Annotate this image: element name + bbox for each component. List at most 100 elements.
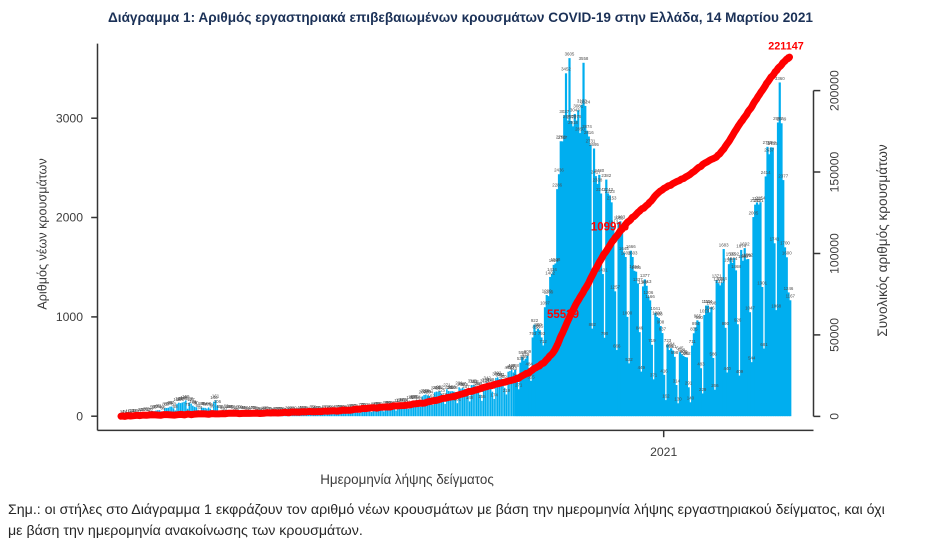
- svg-text:213: 213: [420, 388, 428, 393]
- svg-text:266: 266: [711, 383, 719, 388]
- svg-text:355: 355: [527, 374, 535, 379]
- svg-text:1257: 1257: [610, 285, 620, 290]
- svg-text:1464: 1464: [629, 264, 639, 269]
- svg-text:58: 58: [225, 404, 230, 409]
- svg-text:152: 152: [412, 395, 420, 400]
- svg-text:27: 27: [141, 407, 146, 412]
- svg-text:50: 50: [150, 405, 155, 410]
- svg-text:2768: 2768: [556, 135, 566, 140]
- svg-text:908: 908: [657, 319, 665, 324]
- svg-text:45: 45: [297, 405, 302, 410]
- svg-text:58: 58: [173, 404, 178, 409]
- svg-text:1741: 1741: [770, 237, 780, 242]
- svg-text:2972: 2972: [566, 114, 576, 119]
- svg-text:5: 5: [123, 409, 126, 414]
- svg-text:684: 684: [667, 342, 675, 347]
- svg-text:1538: 1538: [551, 257, 561, 262]
- svg-text:96: 96: [168, 400, 173, 405]
- svg-text:65: 65: [196, 403, 201, 408]
- svg-text:1019: 1019: [700, 308, 710, 313]
- svg-text:10: 10: [126, 409, 131, 414]
- svg-text:1339: 1339: [714, 277, 724, 282]
- svg-text:47: 47: [248, 405, 253, 410]
- svg-text:209: 209: [424, 389, 432, 394]
- svg-text:1544: 1544: [728, 256, 738, 261]
- svg-text:94: 94: [388, 400, 393, 405]
- svg-text:45: 45: [317, 405, 322, 410]
- svg-text:150: 150: [408, 395, 416, 400]
- svg-text:221147: 221147: [768, 41, 803, 53]
- svg-text:793: 793: [529, 331, 537, 336]
- svg-text:1524: 1524: [549, 258, 559, 263]
- svg-text:130: 130: [674, 397, 682, 402]
- svg-text:1955: 1955: [614, 215, 624, 220]
- svg-text:2131: 2131: [754, 198, 764, 203]
- svg-text:1600: 1600: [782, 251, 792, 256]
- svg-text:2430: 2430: [594, 168, 604, 173]
- svg-text:329: 329: [487, 377, 495, 382]
- svg-text:882: 882: [589, 322, 597, 327]
- svg-text:2874: 2874: [582, 124, 592, 129]
- svg-text:250: 250: [447, 385, 455, 390]
- svg-text:22: 22: [148, 407, 153, 412]
- svg-text:1455: 1455: [631, 265, 641, 270]
- svg-text:313: 313: [470, 379, 478, 384]
- svg-text:25: 25: [140, 407, 145, 412]
- svg-text:1603: 1603: [621, 250, 631, 255]
- svg-text:890: 890: [722, 321, 730, 326]
- svg-text:50: 50: [236, 405, 241, 410]
- svg-text:229: 229: [699, 387, 707, 392]
- svg-text:62: 62: [224, 403, 229, 408]
- svg-text:2707: 2707: [766, 141, 776, 146]
- svg-text:136: 136: [175, 396, 183, 401]
- svg-text:2417: 2417: [591, 170, 601, 175]
- svg-text:90: 90: [194, 401, 199, 406]
- svg-text:132: 132: [177, 397, 185, 402]
- svg-text:2152: 2152: [752, 196, 762, 201]
- svg-text:81: 81: [162, 402, 167, 407]
- svg-text:440: 440: [510, 366, 518, 371]
- svg-text:140: 140: [687, 396, 695, 401]
- svg-text:1220: 1220: [542, 288, 552, 293]
- svg-text:1434: 1434: [547, 267, 557, 272]
- svg-text:2712: 2712: [763, 140, 773, 145]
- svg-text:241: 241: [431, 386, 439, 391]
- svg-text:29: 29: [222, 407, 227, 412]
- svg-text:2816: 2816: [584, 130, 594, 135]
- svg-text:1593: 1593: [726, 251, 736, 256]
- svg-text:24: 24: [138, 407, 143, 412]
- svg-text:76: 76: [208, 402, 213, 407]
- svg-text:2382: 2382: [601, 173, 611, 178]
- svg-text:125: 125: [173, 397, 181, 402]
- svg-text:257: 257: [462, 384, 470, 389]
- svg-text:246: 246: [434, 385, 442, 390]
- svg-text:41: 41: [290, 406, 295, 411]
- svg-text:790: 790: [601, 331, 609, 336]
- svg-text:4: 4: [122, 409, 125, 414]
- svg-text:73: 73: [364, 402, 369, 407]
- svg-text:837: 837: [659, 327, 667, 332]
- svg-text:35: 35: [267, 406, 272, 411]
- svg-text:1402: 1402: [545, 270, 555, 275]
- svg-text:40: 40: [292, 406, 297, 411]
- svg-text:1431: 1431: [598, 268, 608, 273]
- svg-text:46: 46: [313, 405, 318, 410]
- svg-text:1097: 1097: [540, 301, 550, 306]
- svg-text:57: 57: [217, 404, 222, 409]
- svg-text:67: 67: [352, 403, 357, 408]
- svg-text:40: 40: [262, 406, 267, 411]
- svg-text:416: 416: [660, 368, 668, 373]
- svg-text:77: 77: [204, 402, 209, 407]
- svg-text:39: 39: [232, 406, 237, 411]
- svg-text:922: 922: [531, 318, 539, 323]
- svg-text:53: 53: [324, 404, 329, 409]
- svg-text:41: 41: [304, 406, 309, 411]
- svg-text:178: 178: [440, 392, 448, 397]
- svg-text:100000: 100000: [828, 233, 842, 274]
- svg-text:645: 645: [676, 346, 684, 351]
- svg-text:324: 324: [482, 377, 490, 382]
- svg-text:84: 84: [203, 401, 208, 406]
- svg-text:25: 25: [234, 407, 239, 412]
- svg-text:950: 950: [696, 315, 704, 320]
- svg-text:98: 98: [387, 400, 392, 405]
